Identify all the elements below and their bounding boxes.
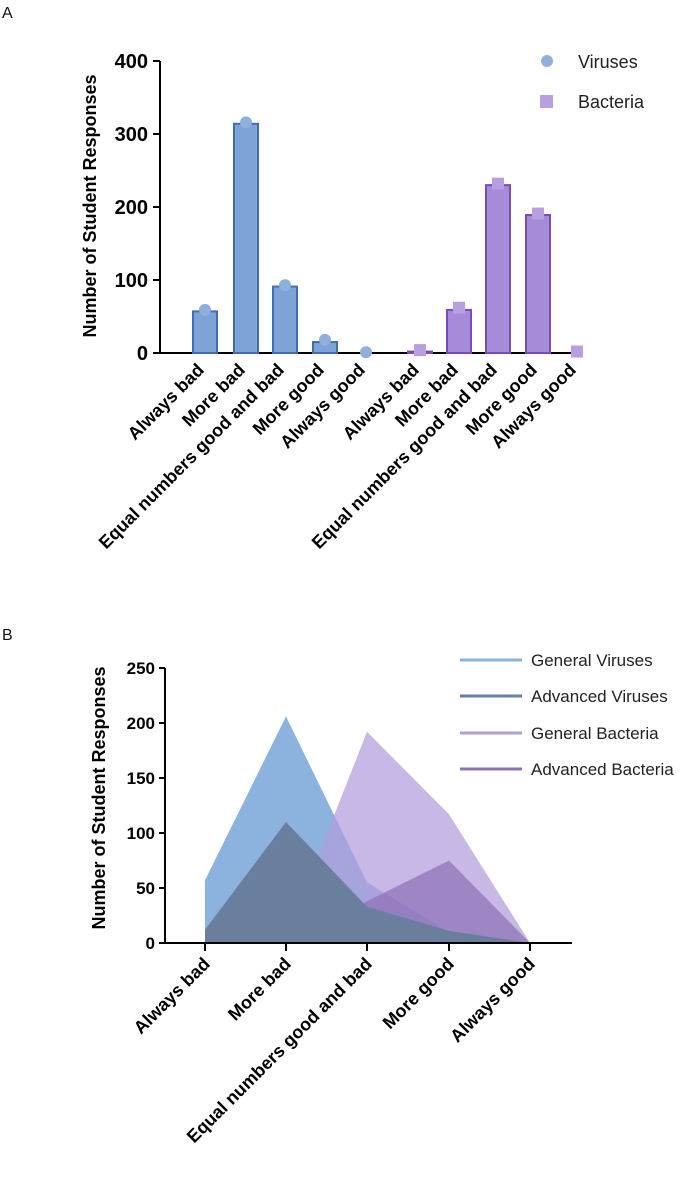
chart-b-ylabel: Number of Student Responses — [89, 666, 109, 929]
chart-a-marker — [319, 333, 331, 346]
chart-b-x-label: Always bad — [130, 954, 214, 1038]
chart-b-y-tick-label: 100 — [127, 824, 155, 843]
chart-a-marker — [240, 116, 252, 129]
chart-a-bar — [525, 214, 551, 354]
chart-a-y-tick-label: 0 — [137, 343, 148, 365]
chart-a-y-tick-label: 200 — [115, 197, 148, 219]
chart-a-marker — [453, 301, 465, 314]
legend-advanced-bacteria-label: Advanced Bacteria — [531, 760, 674, 779]
chart-a-bar — [446, 308, 472, 354]
legend-viruses-label: Viruses — [578, 52, 638, 72]
chart-a-bar — [485, 184, 511, 354]
panel-a-letter: A — [2, 5, 13, 22]
chart-b: Number of Student Responses 0 50 100 150 200… — [89, 651, 674, 1147]
chart-a-marker — [571, 345, 583, 358]
legend-viruses-marker — [541, 55, 553, 67]
chart-a-marker — [360, 346, 372, 359]
area-advanced-viruses — [205, 822, 530, 943]
chart-a-marker — [414, 344, 426, 357]
chart-a-marker — [532, 207, 544, 220]
area-advanced-bacteria — [205, 860, 530, 943]
legend-general-bacteria-label: General Bacteria — [531, 724, 659, 743]
chart-a-bar — [272, 285, 298, 355]
legend-bacteria-label: Bacteria — [578, 92, 645, 112]
chart-b-y-tick-label: 0 — [146, 934, 155, 953]
chart-b-y-tick-label: 50 — [136, 879, 155, 898]
legend-advanced-viruses-label: Advanced Viruses — [531, 687, 668, 706]
chart-a-bar — [192, 310, 218, 355]
chart-a-y-tick-label: 100 — [115, 270, 148, 292]
legend-general-viruses-label: General Viruses — [531, 651, 653, 670]
legend-bacteria-marker — [540, 95, 553, 108]
chart-a: Number of Student Responses 0 100 200 300 40… — [80, 51, 645, 553]
chart-a-marker — [199, 303, 211, 316]
chart-b-x-label: Always good — [446, 954, 539, 1047]
chart-b-x-label: More good — [379, 954, 458, 1033]
chart-b-y-tick-label: 150 — [127, 769, 155, 788]
panel-b-letter: B — [2, 627, 13, 644]
chart-a-ylabel: Number of Student Responses — [80, 74, 100, 337]
chart-a-marker — [279, 279, 291, 292]
chart-a-y-tick-label: 300 — [115, 124, 148, 146]
chart-a-bar — [233, 122, 259, 354]
chart-b-x-label: More bad — [224, 954, 295, 1025]
chart-a-marker — [492, 177, 504, 190]
chart-a-y-tick-label: 400 — [115, 51, 148, 73]
chart-b-y-tick-label: 200 — [127, 714, 155, 733]
chart-b-y-tick-label: 250 — [127, 659, 155, 678]
